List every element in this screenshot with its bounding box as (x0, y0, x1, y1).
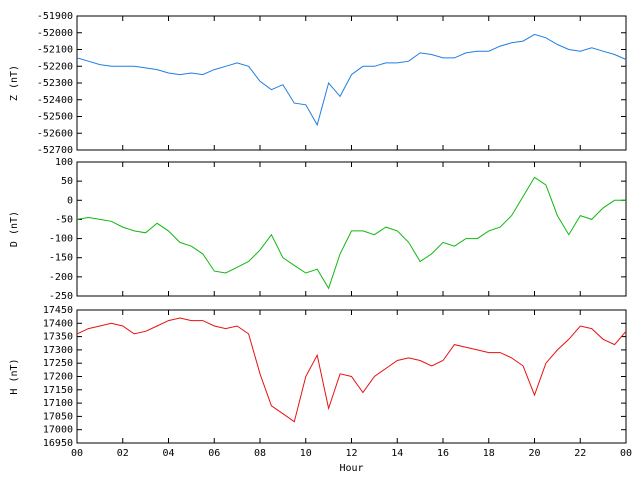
y-tick-label: 0 (67, 195, 73, 206)
y-tick-label: 17350 (43, 332, 73, 343)
x-tick-label: 06 (208, 448, 220, 459)
y-tick-label: -200 (49, 272, 73, 283)
x-tick-label: 20 (528, 448, 540, 459)
y-tick-label: -52100 (37, 45, 73, 56)
y-tick-label: -51900 (37, 11, 73, 22)
x-tick-label: 10 (300, 448, 312, 459)
x-tick-label: 16 (437, 448, 449, 459)
y-tick-label: -52200 (37, 61, 73, 72)
x-tick-label: 18 (483, 448, 495, 459)
x-tick-label: 04 (162, 448, 174, 459)
y-axis-label: D (nT) (9, 211, 20, 247)
y-tick-label: -52400 (37, 95, 73, 106)
x-tick-label: 08 (254, 448, 266, 459)
y-tick-label: -52300 (37, 78, 73, 89)
y-tick-label: 17400 (43, 318, 73, 329)
y-tick-label: -250 (49, 291, 73, 302)
x-tick-label: 22 (574, 448, 586, 459)
y-tick-label: -100 (49, 234, 73, 245)
data-line (76, 176, 626, 290)
y-axis-label: H (nT) (9, 358, 20, 394)
y-tick-label: 17050 (43, 411, 73, 422)
y-tick-label: 17000 (43, 425, 73, 436)
y-tick-label: -52500 (37, 112, 73, 123)
y-axis-label: Z (nT) (9, 65, 20, 101)
y-tick-label: -50 (55, 214, 73, 225)
x-axis-label: Hour (339, 463, 363, 474)
y-tick-label: -52600 (37, 128, 73, 139)
y-tick-label: -150 (49, 253, 73, 264)
y-tick-label: -52000 (37, 28, 73, 39)
y-tick-label: 17150 (43, 385, 73, 396)
y-tick-label: 17100 (43, 398, 73, 409)
x-tick-label: 00 (620, 448, 632, 459)
y-tick-label: 17450 (43, 305, 73, 316)
y-tick-label: 16950 (43, 438, 73, 449)
y-tick-label: 100 (55, 157, 73, 168)
panel-frame (76, 15, 627, 151)
y-tick-label: 50 (61, 176, 73, 187)
data-line (76, 33, 627, 127)
panel-frame (76, 161, 627, 297)
y-tick-label: 17250 (43, 358, 73, 369)
y-tick-label: 17300 (43, 345, 73, 356)
x-tick-label: 00 (71, 448, 83, 459)
y-tick-label: 17200 (43, 372, 73, 383)
x-tick-label: 12 (345, 448, 357, 459)
data-line (76, 317, 627, 423)
y-tick-label: -52700 (37, 145, 73, 156)
x-tick-label: 14 (391, 448, 403, 459)
x-tick-label: 02 (117, 448, 129, 459)
